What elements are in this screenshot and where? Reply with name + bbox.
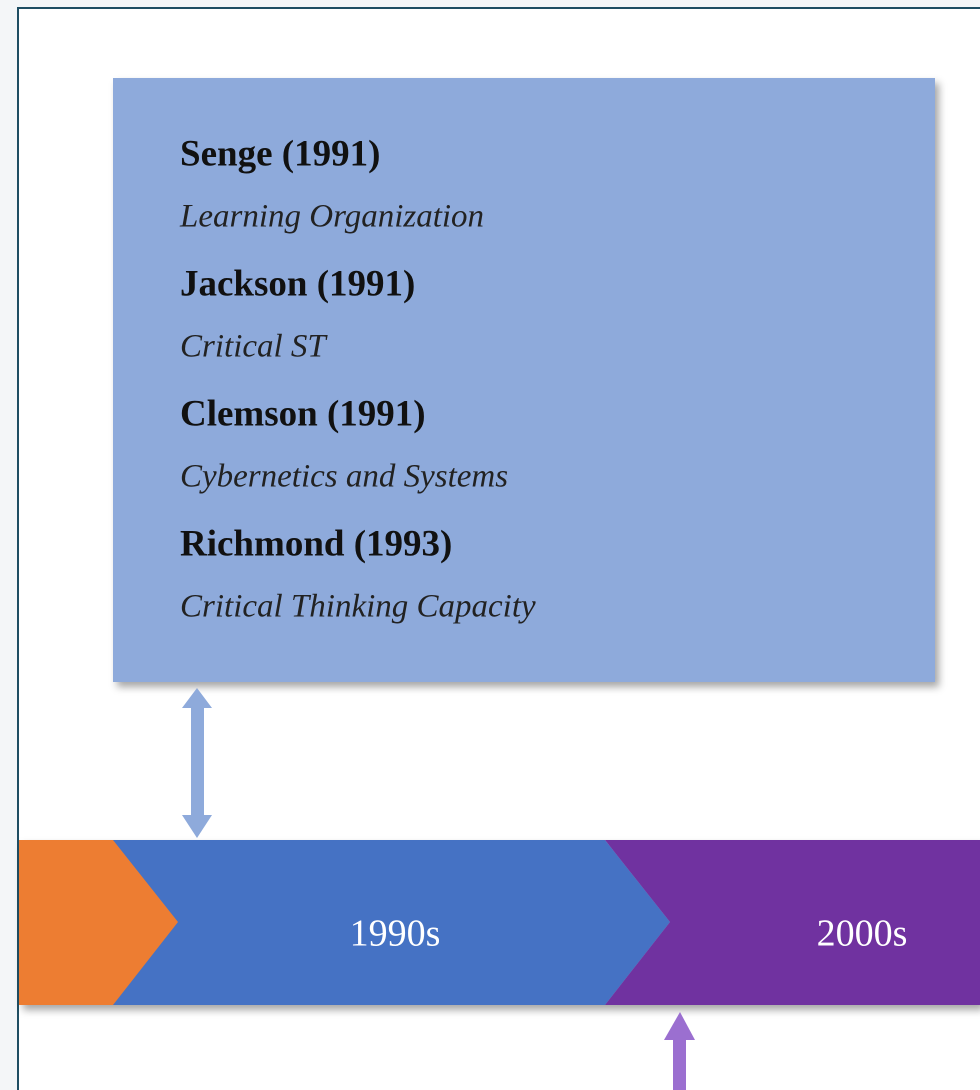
- entry-topic: Critical Thinking Capacity: [180, 589, 536, 625]
- up-arrow: [664, 1012, 695, 1090]
- entry-name: Jackson (1991): [180, 263, 415, 304]
- entry-topic: Cybernetics and Systems: [180, 459, 508, 495]
- entry-name: Senge (1991): [180, 133, 380, 174]
- entry-name: Clemson (1991): [180, 393, 426, 434]
- segment-blue: [113, 840, 670, 1005]
- segment-purple: [605, 840, 980, 1005]
- double-arrow: [182, 688, 212, 838]
- entry-topic: Learning Organization: [179, 199, 484, 235]
- entry-name: Richmond (1993): [180, 523, 452, 564]
- era-label: 2000s: [817, 913, 908, 955]
- era-label: 1990s: [350, 913, 441, 955]
- entry-topic: Critical ST: [180, 329, 328, 365]
- segment-orange: [19, 840, 185, 1005]
- timeline: [19, 840, 980, 1005]
- info-box: [113, 78, 935, 682]
- entries: Senge (1991) Learning Organization Jackson…: [179, 133, 536, 624]
